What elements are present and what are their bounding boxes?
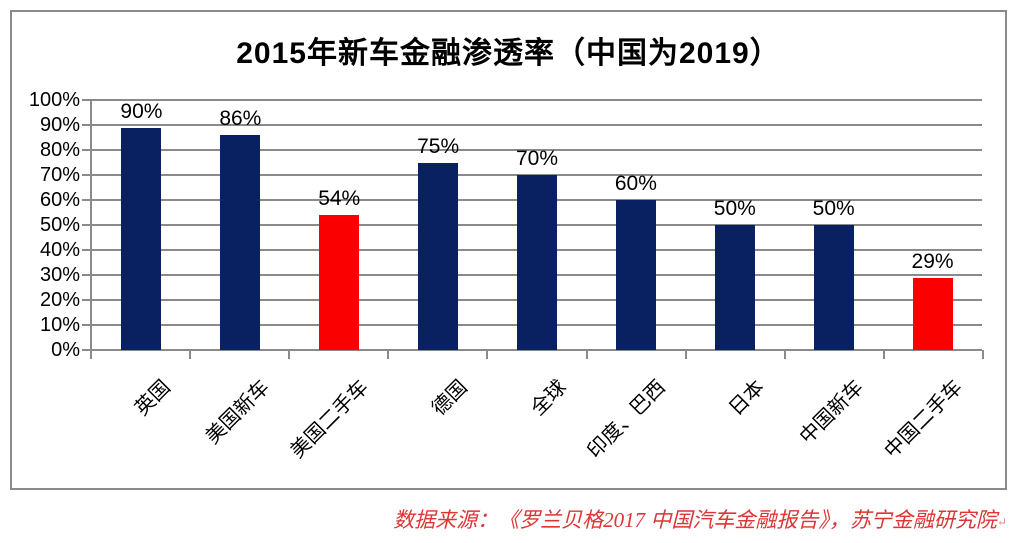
bar bbox=[813, 225, 854, 350]
bar-value-label: 50% bbox=[713, 197, 756, 220]
x-axis-tick bbox=[189, 350, 192, 359]
gridline bbox=[82, 99, 982, 101]
y-axis-tick-label: 50% bbox=[39, 214, 80, 236]
gridline bbox=[82, 149, 982, 151]
bar bbox=[121, 128, 162, 350]
x-axis-tick bbox=[783, 350, 786, 359]
x-axis-tick bbox=[684, 350, 687, 359]
x-axis-labels: 英国 美国新车 美国二手车 德国 全球 印度、巴西 日本 中国新车 中国二手车 bbox=[92, 358, 982, 488]
bar-slot: 50% bbox=[685, 100, 784, 350]
x-axis-category-label: 德国 bbox=[428, 376, 472, 421]
bar-value-label: 50% bbox=[812, 197, 855, 220]
x-axis-category-label: 中国新车 bbox=[795, 376, 868, 449]
x-axis-tick bbox=[387, 350, 390, 359]
chart-title: 2015年新车金融渗透率（中国为2019） bbox=[236, 37, 781, 70]
x-label-slot: 全球 bbox=[488, 358, 587, 488]
bar-value-label: 90% bbox=[120, 100, 163, 123]
bar-slot: 29% bbox=[883, 100, 982, 350]
x-label-slot: 中国新车 bbox=[784, 358, 883, 488]
bar-slot: 60% bbox=[586, 100, 685, 350]
bar-value-label: 54% bbox=[318, 187, 361, 210]
bar bbox=[418, 162, 459, 350]
y-axis-tick-label: 10% bbox=[39, 314, 80, 336]
x-label-slot: 中国二手车 bbox=[880, 358, 982, 488]
x-axis-tick bbox=[288, 350, 291, 359]
y-axis-tick-label: 70% bbox=[39, 164, 80, 186]
x-label-slot: 英国 bbox=[92, 358, 191, 488]
bar-value-label: 70% bbox=[515, 147, 559, 170]
bars-container: 90% 86% 54% 75% 70% 60% 50% 50% 29% bbox=[92, 100, 982, 350]
gridline bbox=[82, 124, 982, 126]
bar-slot: 75% bbox=[389, 100, 488, 350]
data-source-note: 数据来源：《罗兰贝格2017 中国汽车金融报告》，苏宁金融研究院↵ bbox=[393, 504, 1007, 534]
x-axis-category-label: 日本 bbox=[724, 376, 769, 421]
bar bbox=[912, 277, 953, 350]
bar-slot: 90% bbox=[92, 100, 191, 350]
bar bbox=[615, 200, 656, 350]
x-axis-ticks bbox=[90, 350, 984, 359]
y-axis-tick-label: 80% bbox=[39, 139, 80, 161]
x-axis-tick bbox=[585, 350, 588, 359]
bar bbox=[220, 135, 261, 350]
x-axis-category-label: 印度、巴西 bbox=[583, 376, 670, 463]
bar-value-label: 86% bbox=[219, 107, 262, 130]
x-axis-tick bbox=[982, 350, 984, 359]
x-axis-category-label: 美国二手车 bbox=[286, 376, 374, 463]
x-label-slot: 印度、巴西 bbox=[583, 358, 685, 488]
x-label-slot: 美国新车 bbox=[191, 358, 290, 488]
bar bbox=[319, 215, 360, 350]
bar-slot: 50% bbox=[784, 100, 883, 350]
x-label-slot: 日本 bbox=[685, 358, 784, 488]
y-axis-tick-label: 100% bbox=[28, 89, 80, 111]
y-axis-tick-label: 90% bbox=[39, 114, 80, 136]
x-axis-tick bbox=[486, 350, 489, 359]
x-label-slot: 美国二手车 bbox=[287, 358, 389, 488]
y-axis-tick-label: 60% bbox=[39, 189, 80, 211]
x-axis-tick bbox=[882, 350, 885, 359]
gridline bbox=[82, 349, 982, 351]
y-axis-tick-label: 20% bbox=[39, 289, 80, 311]
x-axis-tick bbox=[90, 350, 92, 359]
x-axis-category-label: 英国 bbox=[131, 376, 176, 421]
bar-slot: 70% bbox=[488, 100, 587, 350]
y-axis-tick-label: 30% bbox=[39, 264, 80, 286]
bar-value-label: 60% bbox=[614, 172, 657, 195]
x-axis-category-label: 中国二手车 bbox=[880, 376, 967, 463]
bar-slot: 54% bbox=[290, 100, 389, 350]
y-axis-tick-label: 40% bbox=[39, 239, 80, 261]
chart-frame: 2015年新车金融渗透率（中国为2019） 100% 90% 80% 70% 60% 50… bbox=[10, 10, 1007, 490]
plot-area: 100% 90% 80% 70% 60% 50% 40% 30% 20% 10% 0% 90% 86%… bbox=[29, 89, 984, 463]
bar bbox=[517, 175, 557, 350]
bar-value-label: 29% bbox=[911, 249, 954, 273]
bar-value-label: 75% bbox=[417, 134, 460, 158]
data-source-text: 数据来源：《罗兰贝格2017 中国汽车金融报告》，苏宁金融研究院 bbox=[393, 508, 997, 532]
y-axis-tick-label: 0% bbox=[51, 339, 80, 361]
bar-slot: 86% bbox=[191, 100, 290, 350]
paragraph-return-mark: ↵ bbox=[996, 515, 1007, 529]
bar bbox=[714, 225, 755, 350]
x-axis-category-label: 美国新车 bbox=[202, 376, 275, 449]
x-label-slot: 德国 bbox=[389, 358, 488, 488]
x-axis-category-label: 全球 bbox=[526, 376, 571, 421]
